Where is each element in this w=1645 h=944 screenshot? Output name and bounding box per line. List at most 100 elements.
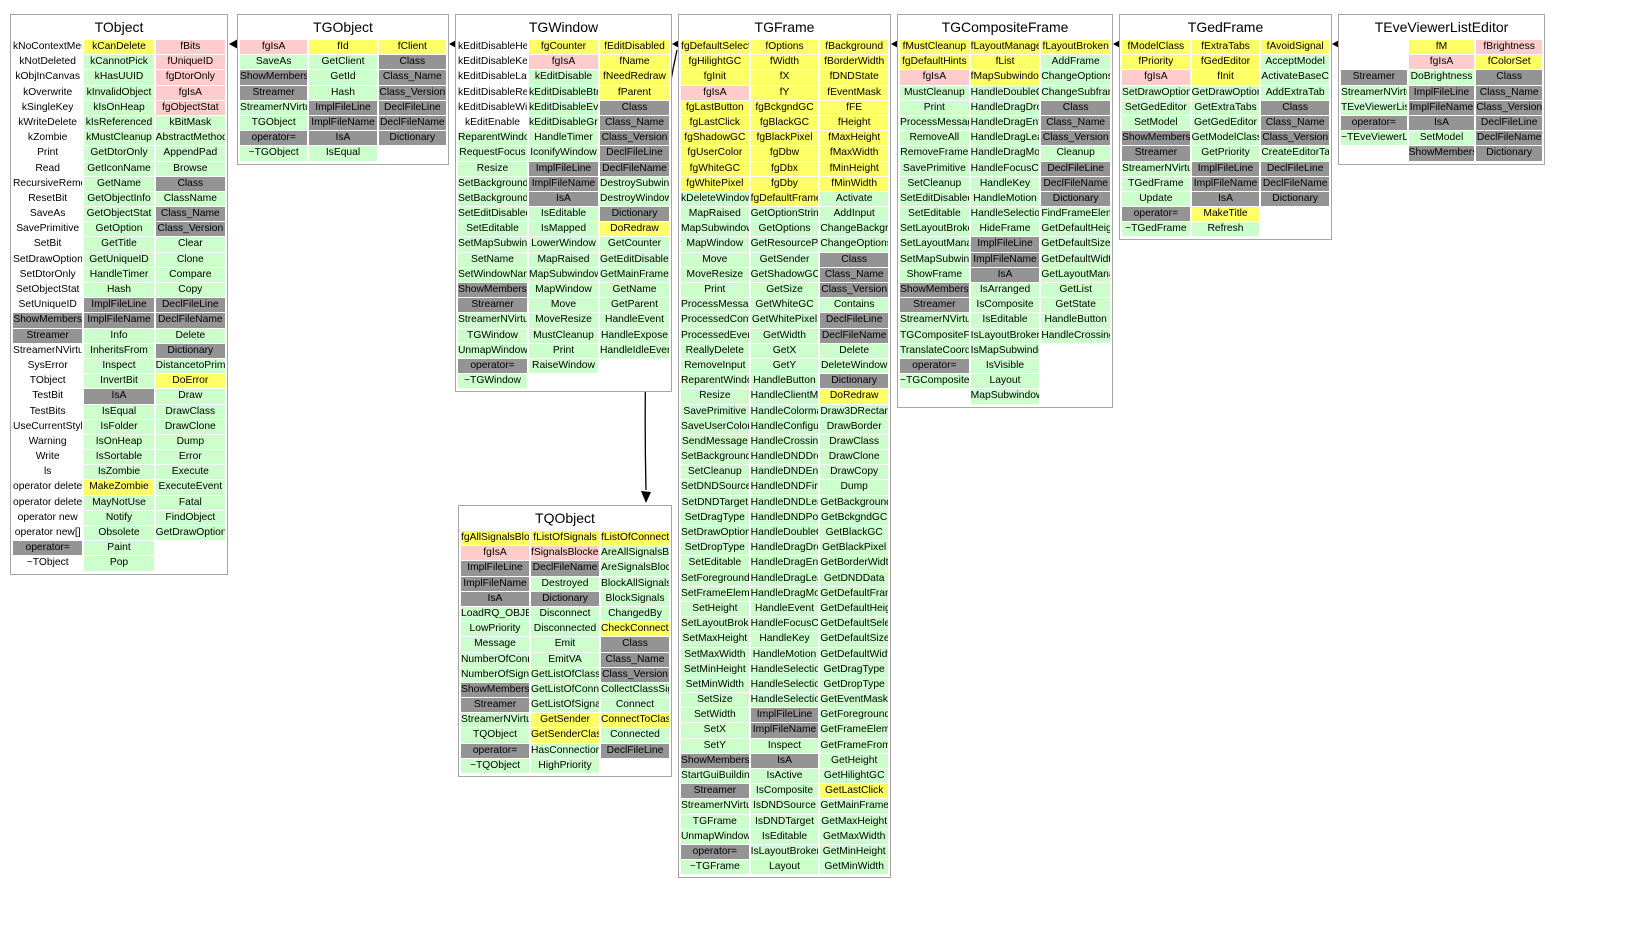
- member-cell[interactable]: GetOptionString: [750, 207, 819, 222]
- member-cell[interactable]: fInit: [1191, 70, 1260, 85]
- member-cell[interactable]: MapRaised: [681, 207, 749, 222]
- member-cell[interactable]: Contains: [820, 298, 889, 313]
- member-cell[interactable]: Connect: [601, 698, 669, 713]
- member-cell[interactable]: GetObjectStat: [84, 207, 154, 222]
- member-cell[interactable]: GetClient: [309, 55, 377, 70]
- member-cell[interactable]: GetX: [750, 343, 819, 358]
- member-cell[interactable]: kEditDisableBtnEnable: [529, 85, 598, 100]
- member-cell[interactable]: GetModelClass: [1191, 131, 1260, 146]
- member-cell[interactable]: StreamerNVirtual: [1341, 85, 1407, 100]
- member-cell[interactable]: fMustCleanup: [900, 40, 969, 55]
- member-cell[interactable]: kCannotPick: [84, 55, 154, 70]
- member-cell[interactable]: AddFrame: [1041, 55, 1111, 70]
- member-cell[interactable]: HandleDragMotion: [750, 586, 819, 601]
- member-cell[interactable]: IsArranged: [970, 283, 1040, 298]
- member-cell[interactable]: GetOption: [84, 222, 154, 237]
- member-cell[interactable]: kInvalidObject: [84, 85, 154, 100]
- member-cell[interactable]: Write: [13, 450, 83, 465]
- member-cell[interactable]: TGedFrame: [1122, 176, 1190, 191]
- member-cell[interactable]: Class_Version: [820, 283, 889, 298]
- member-cell[interactable]: Paint: [84, 541, 154, 556]
- member-cell[interactable]: DeclFileLine: [155, 298, 225, 313]
- member-cell[interactable]: StreamerNVirtual: [240, 100, 308, 115]
- member-cell[interactable]: SetEditable: [900, 207, 969, 222]
- member-cell[interactable]: HandleMotion: [970, 191, 1040, 207]
- member-cell[interactable]: fgCounter: [529, 40, 598, 55]
- member-cell[interactable]: IsZombie: [84, 465, 154, 480]
- member-cell[interactable]: Class_Version: [600, 131, 669, 146]
- member-cell[interactable]: Error: [155, 450, 225, 465]
- member-cell[interactable]: fgAllSignalsBlocked: [461, 531, 529, 546]
- member-cell[interactable]: AcceptModel: [1261, 55, 1330, 70]
- class-title[interactable]: TGWindow: [528, 19, 599, 35]
- member-cell[interactable]: ImplFileName: [750, 723, 819, 738]
- member-cell[interactable]: Class_Version: [601, 667, 669, 682]
- member-cell[interactable]: ~TObject: [13, 556, 83, 571]
- member-cell[interactable]: HandleColormapChange: [750, 404, 819, 419]
- member-cell[interactable]: Destroyed: [531, 576, 599, 591]
- member-cell[interactable]: Class: [820, 252, 889, 267]
- member-cell[interactable]: HandleDNDLeave: [750, 495, 819, 510]
- member-cell[interactable]: Print: [13, 146, 83, 161]
- member-cell[interactable]: DeclFileName: [820, 328, 889, 343]
- member-cell[interactable]: ImplFileName: [970, 252, 1040, 267]
- member-cell[interactable]: fEditDisabled: [600, 40, 669, 55]
- member-cell[interactable]: fOptions: [750, 40, 819, 55]
- member-cell[interactable]: ConnectToClass: [601, 713, 669, 728]
- member-cell[interactable]: kEditDisableKeyEnable: [458, 55, 527, 70]
- member-cell[interactable]: fUniqueID: [155, 55, 225, 70]
- member-cell[interactable]: InvertBit: [84, 374, 154, 389]
- member-cell[interactable]: operator new: [13, 510, 83, 525]
- member-cell[interactable]: ImplFileLine: [1408, 85, 1475, 100]
- member-cell[interactable]: ShowMembers: [1408, 146, 1475, 161]
- member-cell[interactable]: TGWindow: [458, 328, 527, 343]
- member-cell[interactable]: Streamer: [461, 698, 529, 713]
- member-cell[interactable]: SetDNDSource: [681, 480, 749, 495]
- member-cell[interactable]: TGObject: [240, 115, 308, 131]
- member-cell[interactable]: FindObject: [155, 510, 225, 525]
- member-cell[interactable]: fgIsA: [681, 85, 749, 100]
- member-cell[interactable]: HandleButton: [1041, 313, 1111, 328]
- member-cell[interactable]: Hash: [309, 85, 377, 100]
- member-cell[interactable]: fLayoutBroken: [1041, 40, 1111, 55]
- member-cell[interactable]: Class: [600, 100, 669, 115]
- member-cell[interactable]: DrawClone: [155, 419, 225, 434]
- member-cell[interactable]: HandleKey: [970, 176, 1040, 191]
- member-cell[interactable]: fgIsA: [900, 70, 969, 85]
- member-cell[interactable]: GetSize: [750, 283, 819, 298]
- member-cell[interactable]: fgDby: [750, 176, 819, 191]
- member-cell[interactable]: CollectClassSignalLists: [601, 682, 669, 698]
- member-cell[interactable]: DeclFileName: [1041, 176, 1111, 191]
- class-title[interactable]: TObject: [94, 19, 144, 35]
- member-cell[interactable]: operator=: [461, 743, 529, 758]
- member-cell[interactable]: operator new[]: [13, 526, 83, 541]
- member-cell[interactable]: HandleDragDrop: [970, 100, 1040, 115]
- member-cell[interactable]: ProcessMessage: [681, 298, 749, 313]
- member-cell[interactable]: TGFrame: [681, 814, 749, 829]
- member-cell[interactable]: Notify: [84, 510, 154, 525]
- member-cell[interactable]: GetDefaultHeight: [820, 601, 889, 617]
- member-cell[interactable]: IconifyWindow: [529, 146, 598, 161]
- member-cell[interactable]: fgIsA: [529, 55, 598, 70]
- member-cell[interactable]: GetMaxWidth: [820, 829, 889, 844]
- member-cell[interactable]: DeclFileName: [600, 161, 669, 176]
- member-cell[interactable]: DeclFileName: [378, 115, 446, 131]
- member-cell[interactable]: StreamerNVirtual: [681, 799, 749, 814]
- member-cell[interactable]: AreAllSignalsBlocked: [601, 546, 669, 561]
- member-cell[interactable]: GetDNDData: [820, 571, 889, 586]
- member-cell[interactable]: SetMapSubwindows: [458, 237, 527, 252]
- member-cell[interactable]: HandleDNDEnter: [750, 465, 819, 480]
- member-cell[interactable]: MapSubwindows: [970, 389, 1040, 404]
- member-cell[interactable]: fParent: [600, 85, 669, 100]
- member-cell[interactable]: HandleDNDDrop: [750, 450, 819, 465]
- member-cell[interactable]: GetForeground: [820, 708, 889, 723]
- member-cell[interactable]: Class: [1476, 70, 1543, 85]
- member-cell[interactable]: GetDropType: [820, 677, 889, 693]
- member-cell[interactable]: fgDefaultSelectedBackground: [681, 40, 749, 55]
- member-cell[interactable]: HasConnection: [531, 743, 599, 758]
- member-cell[interactable]: StartGuiBuilding: [681, 769, 749, 784]
- member-cell[interactable]: operator=: [458, 358, 527, 374]
- member-cell[interactable]: HandleSelection: [970, 207, 1040, 222]
- member-cell[interactable]: GetSender: [750, 252, 819, 267]
- member-cell[interactable]: ReparentWindow: [458, 131, 527, 146]
